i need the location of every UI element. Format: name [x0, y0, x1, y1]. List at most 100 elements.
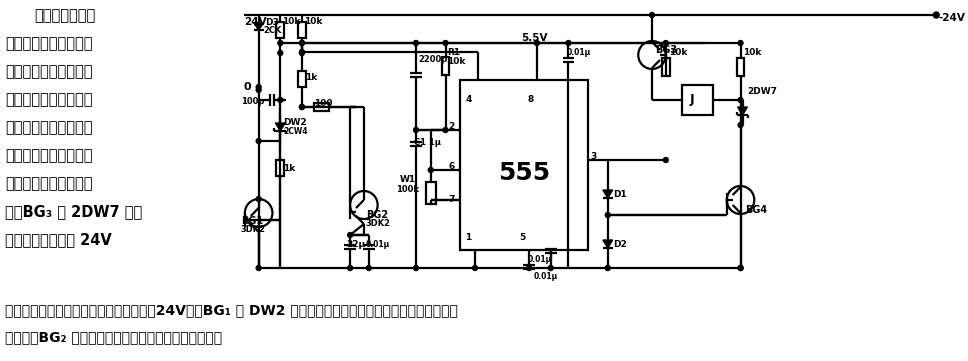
- Text: BG3: BG3: [655, 45, 677, 55]
- Text: 8: 8: [528, 95, 533, 104]
- Bar: [314, 103, 329, 111]
- Text: W1: W1: [399, 175, 415, 184]
- Text: D3: D3: [265, 18, 280, 27]
- Circle shape: [443, 40, 448, 45]
- Polygon shape: [603, 190, 613, 198]
- Circle shape: [738, 40, 743, 45]
- Text: 2DW7: 2DW7: [747, 87, 777, 96]
- Text: 0.01µ: 0.01µ: [566, 48, 590, 57]
- Text: 100: 100: [314, 99, 332, 108]
- Circle shape: [278, 40, 283, 45]
- Text: -24V: -24V: [938, 13, 965, 23]
- Circle shape: [348, 265, 352, 270]
- Circle shape: [299, 40, 304, 45]
- Bar: [298, 22, 306, 38]
- Polygon shape: [738, 107, 747, 115]
- Circle shape: [278, 97, 283, 103]
- Circle shape: [413, 127, 418, 132]
- Text: D1: D1: [613, 190, 626, 199]
- Circle shape: [527, 265, 531, 270]
- Text: 电源进行干扰滤波；提高触发脉冲幅度（24V），BG₁ 和 DW2 等组成高阈値反相器，可以抑制幅度较小的干: 电源进行干扰滤波；提高触发脉冲幅度（24V），BG₁ 和 DW2 等组成高阈値反…: [5, 303, 458, 317]
- Circle shape: [472, 265, 477, 270]
- Text: 制中，高频火花干扰、: 制中，高频火花干扰、: [5, 64, 92, 79]
- Circle shape: [605, 265, 610, 270]
- Text: 力。BG₃ 和 2DW7 构成: 力。BG₃ 和 2DW7 构成: [5, 204, 142, 219]
- Text: 0.01µ: 0.01µ: [528, 255, 552, 264]
- Circle shape: [548, 265, 553, 270]
- Circle shape: [663, 40, 668, 45]
- Text: 10k: 10k: [447, 57, 466, 66]
- Circle shape: [738, 97, 743, 103]
- Circle shape: [257, 196, 261, 201]
- Text: 2200p: 2200p: [418, 55, 447, 64]
- Polygon shape: [603, 240, 613, 248]
- Text: 扰脉冲；BG₂ 和一些阻容元件，用于滤採窄脉冲干扰。: 扰脉冲；BG₂ 和一些阻容元件，用于滤採窄脉冲干扰。: [5, 330, 222, 344]
- Text: 0.01µ: 0.01µ: [534, 272, 559, 281]
- Circle shape: [663, 157, 668, 162]
- Circle shape: [738, 265, 743, 270]
- Bar: [737, 58, 744, 76]
- Text: 提高抗干扰性能: 提高抗干扰性能: [35, 8, 96, 23]
- Circle shape: [413, 40, 418, 45]
- Text: 路具有较强的抗干扰能: 路具有较强的抗干扰能: [5, 176, 92, 191]
- Text: D2: D2: [613, 240, 626, 249]
- Text: 3: 3: [590, 152, 596, 161]
- Circle shape: [738, 122, 743, 127]
- Text: 2: 2: [448, 122, 455, 131]
- Text: 降压稳压电路，对 24V: 降压稳压电路，对 24V: [5, 232, 111, 247]
- Text: C1 1µ: C1 1µ: [414, 138, 441, 147]
- Circle shape: [738, 265, 743, 270]
- Text: 3DK2: 3DK2: [241, 225, 266, 234]
- Circle shape: [443, 127, 448, 132]
- Text: BG2: BG2: [366, 210, 388, 220]
- Text: BG4: BG4: [745, 205, 768, 215]
- Polygon shape: [275, 123, 286, 131]
- Text: 3DK2: 3DK2: [366, 219, 391, 228]
- Text: 4: 4: [466, 95, 471, 104]
- Circle shape: [299, 104, 304, 109]
- Text: 22µ: 22µ: [347, 240, 365, 249]
- Text: 1k: 1k: [284, 164, 295, 173]
- Polygon shape: [254, 23, 263, 30]
- Circle shape: [299, 104, 304, 109]
- Bar: [681, 85, 713, 115]
- Circle shape: [933, 12, 939, 18]
- Text: 10k: 10k: [669, 48, 687, 57]
- Circle shape: [566, 40, 571, 45]
- Circle shape: [534, 40, 539, 45]
- Circle shape: [299, 51, 304, 56]
- Text: 10k: 10k: [304, 17, 322, 26]
- Text: 0: 0: [244, 82, 252, 92]
- Text: 合与释放等，常常给电: 合与释放等，常常给电: [5, 120, 92, 135]
- Circle shape: [366, 265, 372, 270]
- Text: 100k: 100k: [396, 185, 419, 194]
- Text: 10k: 10k: [283, 17, 301, 26]
- Text: 0.01µ: 0.01µ: [366, 240, 390, 249]
- Text: J: J: [689, 93, 694, 106]
- Circle shape: [257, 139, 261, 144]
- Circle shape: [257, 84, 261, 90]
- Text: 10k: 10k: [743, 48, 762, 57]
- Text: DW2: DW2: [284, 118, 307, 127]
- Text: 7: 7: [448, 195, 455, 204]
- Text: 5: 5: [519, 233, 526, 242]
- Circle shape: [257, 265, 261, 270]
- Circle shape: [299, 49, 304, 55]
- Text: R1: R1: [447, 48, 461, 57]
- Bar: [460, 80, 589, 250]
- Text: 2CW4: 2CW4: [284, 127, 308, 136]
- Bar: [276, 160, 285, 176]
- Text: 2CK: 2CK: [263, 26, 282, 35]
- Bar: [276, 22, 285, 38]
- Text: BG1: BG1: [241, 216, 263, 226]
- Text: 24V: 24V: [244, 17, 266, 27]
- Text: 5.5V: 5.5V: [521, 33, 548, 43]
- Circle shape: [348, 232, 352, 238]
- Circle shape: [299, 40, 304, 45]
- Bar: [298, 71, 306, 87]
- Text: 的定时电路　在工业控: 的定时电路 在工业控: [5, 36, 92, 51]
- Bar: [441, 57, 449, 75]
- Circle shape: [257, 87, 261, 92]
- Text: 100p: 100p: [241, 97, 264, 106]
- Circle shape: [605, 213, 610, 217]
